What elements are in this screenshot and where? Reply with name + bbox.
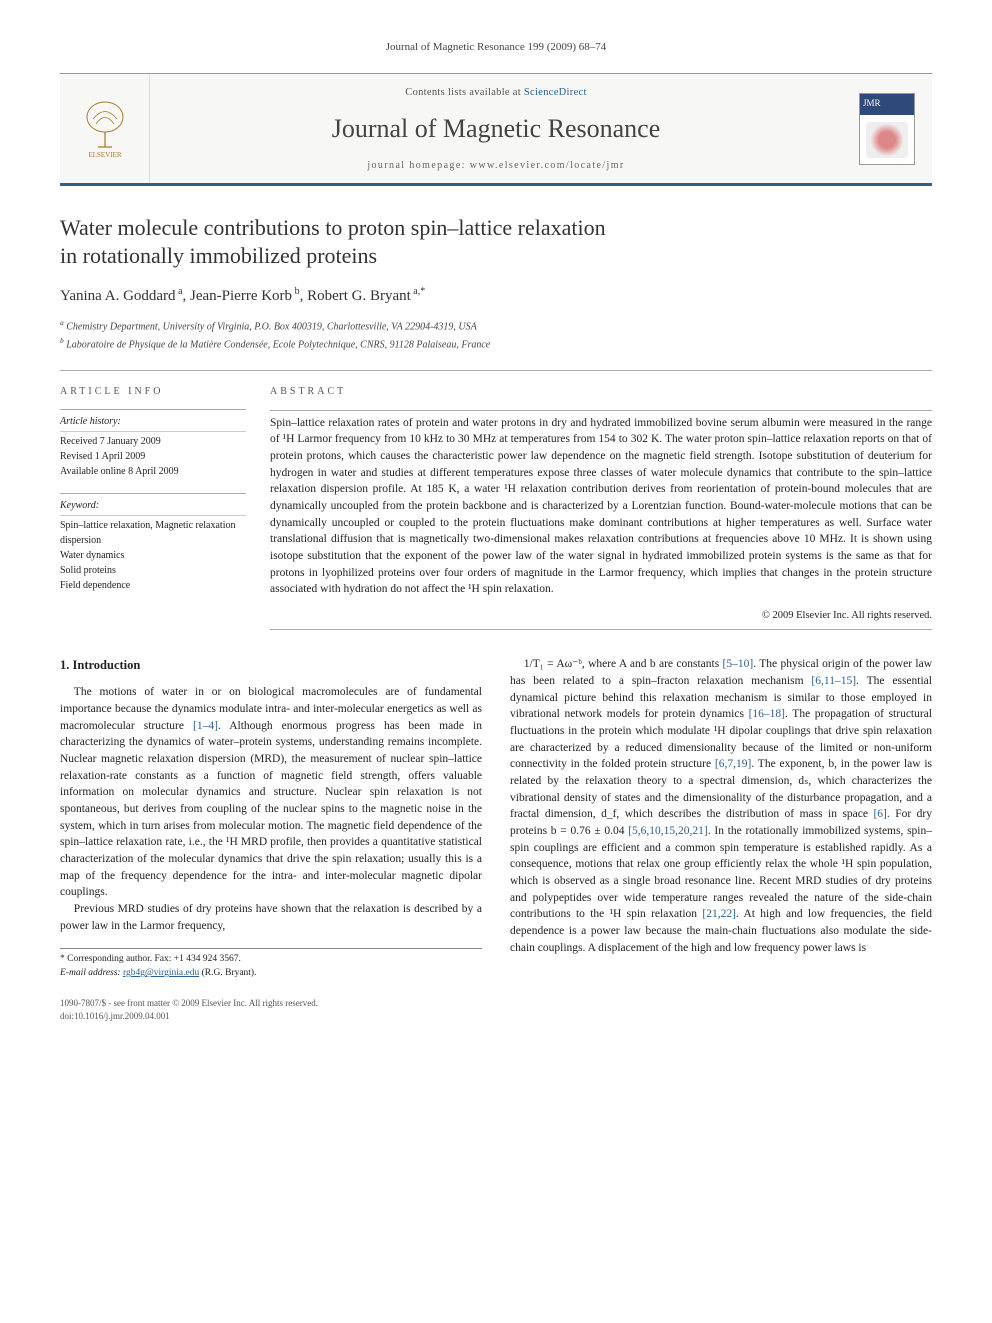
article-history: Article history: Received 7 January 2009… (60, 414, 246, 479)
contents-available-line: Contents lists available at ScienceDirec… (158, 86, 834, 101)
keywords-heading: Keyword: (60, 498, 246, 516)
sciencedirect-link[interactable]: ScienceDirect (524, 87, 587, 98)
running-header: Journal of Magnetic Resonance 199 (2009)… (60, 40, 932, 55)
homepage-url[interactable]: www.elsevier.com/locate/jmr (470, 160, 625, 171)
doi-line: doi:10.1016/j.jmr.2009.04.001 (60, 1010, 932, 1023)
history-revised: Revised 1 April 2009 (60, 449, 246, 464)
keyword-item: Solid proteins (60, 563, 246, 578)
journal-cover-thumb: JMR (842, 74, 932, 183)
journal-masthead: ELSEVIER Contents lists available at Sci… (60, 73, 932, 186)
section-heading-introduction: 1. Introduction (60, 656, 482, 674)
affiliation-b: b Laboratoire de Physique de la Matière … (60, 335, 932, 352)
corresponding-author-footnote: * Corresponding author. Fax: +1 434 924 … (60, 948, 482, 981)
article-title: Water molecule contributions to proton s… (60, 214, 932, 269)
history-heading: Article history: (60, 414, 246, 432)
corr-email-link[interactable]: rgb4g@virginia.edu (123, 968, 199, 978)
keyword-item: Spin–lattice relaxation, Magnetic relaxa… (60, 518, 246, 548)
history-online: Available online 8 April 2009 (60, 464, 246, 479)
abstract-text: Spin–lattice relaxation rates of protein… (270, 415, 932, 598)
article-info-label: ARTICLE INFO (60, 385, 246, 399)
abstract-column: ABSTRACT Spin–lattice relaxation rates o… (270, 385, 932, 634)
article-info-column: ARTICLE INFO Article history: Received 7… (60, 385, 270, 634)
svg-text:ELSEVIER: ELSEVIER (88, 151, 121, 159)
page-footer: 1090-7807/$ - see front matter © 2009 El… (60, 997, 932, 1022)
abstract-copyright: © 2009 Elsevier Inc. All rights reserved… (270, 608, 932, 623)
journal-name: Journal of Magnetic Resonance (158, 111, 834, 147)
body-paragraph: 1/T₁ = Aω⁻ᵇ, where A and b are constants… (510, 656, 932, 956)
corr-email-line: E-mail address: rgb4g@virginia.edu (R.G.… (60, 967, 482, 981)
abstract-label: ABSTRACT (270, 385, 932, 400)
elsevier-tree-icon: ELSEVIER (78, 99, 132, 159)
body-paragraph: The motions of water in or on biological… (60, 684, 482, 901)
keywords-block: Keyword: Spin–lattice relaxation, Magnet… (60, 498, 246, 593)
issn-line: 1090-7807/$ - see front matter © 2009 El… (60, 997, 932, 1010)
article-body: 1. Introduction The motions of water in … (60, 656, 932, 981)
publisher-logo: ELSEVIER (60, 74, 150, 183)
journal-homepage-line: journal homepage: www.elsevier.com/locat… (158, 159, 834, 173)
history-received: Received 7 January 2009 (60, 434, 246, 449)
keyword-item: Water dynamics (60, 548, 246, 563)
body-paragraph: Previous MRD studies of dry proteins hav… (60, 901, 482, 934)
contents-prefix: Contents lists available at (405, 87, 524, 98)
keyword-item: Field dependence (60, 578, 246, 593)
corr-author-line: * Corresponding author. Fax: +1 434 924 … (60, 953, 482, 967)
cover-abbrev: JMR (863, 98, 881, 108)
affiliations: a Chemistry Department, University of Vi… (60, 317, 932, 352)
author-list: Yanina A. Goddard a, Jean-Pierre Korb b,… (60, 285, 932, 307)
affiliation-a: a Chemistry Department, University of Vi… (60, 317, 932, 334)
